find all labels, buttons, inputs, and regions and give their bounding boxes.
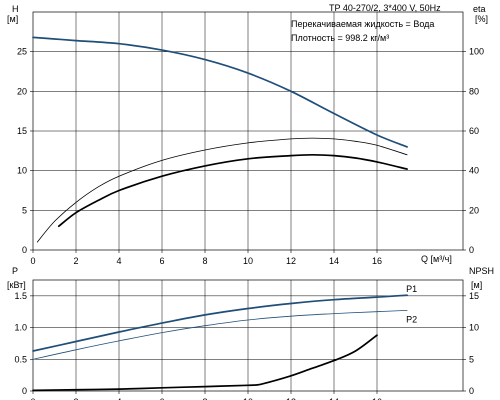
density-label: Плотность = 998.2 кг/м³ xyxy=(291,33,389,43)
x-tick-label: 8 xyxy=(202,397,207,400)
y-tick-label: 0 xyxy=(22,386,27,396)
y-tick-label: 0.5 xyxy=(14,354,27,364)
series-label-p1: P1 xyxy=(406,284,417,294)
x-tick-label: 6 xyxy=(159,397,164,400)
x-tick-label: 12 xyxy=(286,397,296,400)
y2-tick-label: 0 xyxy=(469,386,474,396)
series-line xyxy=(32,36,408,148)
x-tick-label: 0 xyxy=(30,256,35,266)
y2-axis-unit: [м] xyxy=(471,280,482,290)
x-tick-label: 2 xyxy=(73,256,78,266)
y-axis-label: H xyxy=(12,4,19,14)
y2-tick-label: 0 xyxy=(469,245,474,255)
y-tick-label: 0 xyxy=(22,245,27,255)
y2-tick-label: 80 xyxy=(469,86,479,96)
x-tick-label: 16 xyxy=(372,397,382,400)
x-tick-label: 16 xyxy=(372,256,382,266)
y-tick-label: 15 xyxy=(17,126,27,136)
y-axis-unit: [кВт] xyxy=(7,280,26,290)
y2-tick-label: 60 xyxy=(469,126,479,136)
y-tick-label: 25 xyxy=(17,47,27,57)
x-tick-label: 0 xyxy=(30,397,35,400)
x-tick-label: 4 xyxy=(116,256,121,266)
y2-tick-label: 20 xyxy=(469,205,479,215)
y-axis-unit: [м] xyxy=(7,14,18,24)
x-tick-label: 12 xyxy=(286,256,296,266)
y-tick-label: 1.5 xyxy=(14,291,27,301)
series-label-p2: P2 xyxy=(406,314,417,324)
x-tick-label: 10 xyxy=(243,256,253,266)
x-tick-label: 8 xyxy=(202,256,207,266)
x-tick-label: 10 xyxy=(243,397,253,400)
series-line xyxy=(32,334,378,392)
y2-tick-label: 5 xyxy=(469,354,474,364)
y-tick-label: 5 xyxy=(22,205,27,215)
y2-axis-label: NPSH xyxy=(469,266,494,276)
series-line xyxy=(36,137,408,243)
y2-tick-label: 40 xyxy=(469,166,479,176)
y2-tick-label: 15 xyxy=(469,291,479,301)
x-tick-label: 14 xyxy=(329,397,339,400)
y-tick-label: 10 xyxy=(17,166,27,176)
y-tick-label: 1.0 xyxy=(14,323,27,333)
y2-axis-unit: [%] xyxy=(475,14,488,24)
model-label: TP 40-270/2, 3*400 V, 50Hz xyxy=(329,3,441,13)
liquid-label: Перекачиваемая жидкость = Вода xyxy=(291,19,434,29)
series-line-p1 xyxy=(32,294,408,352)
y2-axis-label: eta xyxy=(473,4,486,14)
series-line xyxy=(57,153,408,228)
y2-tick-label: 10 xyxy=(469,323,479,333)
y2-tick-label: 100 xyxy=(469,47,484,57)
x-axis-label: Q [м³/ч] xyxy=(421,254,452,264)
x-tick-label: 2 xyxy=(73,397,78,400)
y-tick-label: 20 xyxy=(17,86,27,96)
x-tick-label: 14 xyxy=(329,256,339,266)
x-tick-label: 6 xyxy=(159,256,164,266)
y-axis-label: P xyxy=(12,266,18,276)
x-tick-label: 4 xyxy=(116,397,121,400)
series-line-p2 xyxy=(32,310,408,360)
